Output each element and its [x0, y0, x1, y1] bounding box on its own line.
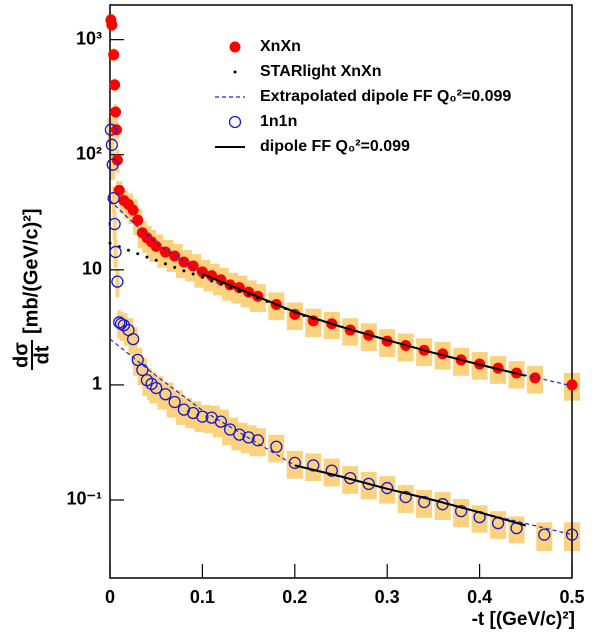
error-band: [115, 269, 120, 298]
data-point: [196, 410, 209, 423]
data-point: [126, 332, 140, 346]
data-point: [325, 464, 338, 477]
data-point: [163, 262, 167, 266]
y-tick-label: 10³: [76, 28, 102, 48]
error-band: [434, 492, 451, 521]
y-tick-label: 1: [92, 374, 102, 394]
x-tick-label: 0.4: [467, 587, 492, 607]
y-label-denominator: dt: [31, 345, 53, 364]
legend-label: XnXn: [260, 38, 301, 55]
x-tick-label: 0.2: [282, 587, 307, 607]
data-point: [228, 286, 232, 290]
data-point: [251, 434, 264, 447]
data-point: [173, 265, 177, 269]
data-point: [362, 477, 375, 491]
data-point: [110, 106, 122, 118]
data-point: [233, 428, 246, 441]
y-tick-label: 10⁻¹: [66, 489, 102, 509]
x-axis-label: -t [(GeV/c)²]: [472, 609, 575, 630]
y-label-unit: [mb/(GeV/c)²]: [20, 208, 42, 334]
data-point: [187, 260, 199, 272]
legend-label: dipole FF Q₀²=0.099: [260, 138, 410, 155]
data-point: [132, 214, 144, 226]
data-point: [529, 372, 541, 384]
error-band: [110, 152, 115, 181]
data-point: [107, 191, 120, 205]
error-band: [323, 458, 340, 487]
error-band: [109, 132, 114, 161]
error-band: [360, 472, 377, 500]
data-point: [127, 204, 139, 216]
error-band: [379, 476, 396, 504]
legend-label: STARlight XnXn: [260, 63, 381, 80]
data-point: [108, 49, 120, 61]
error-band: [111, 186, 116, 214]
data-point: [566, 379, 578, 391]
y-label-numerator: dσ: [10, 342, 32, 368]
legend-label: 1n1n: [260, 113, 297, 130]
data-point: [108, 241, 112, 245]
data-point: [136, 252, 140, 256]
data-point: [159, 246, 171, 258]
data-point: [182, 269, 186, 273]
fit-line: [202, 273, 527, 527]
error-band: [113, 239, 118, 268]
data-point: [237, 289, 241, 293]
x-tick-label: 0.1: [190, 587, 215, 607]
data-point: [104, 123, 118, 136]
x-tick-label: 0.5: [559, 587, 584, 607]
data-point: [131, 353, 144, 367]
data-point: [145, 377, 158, 391]
data-point: [150, 381, 163, 395]
data-point: [105, 138, 118, 151]
data-point: [113, 184, 125, 196]
y-tick-label: 10²: [76, 143, 102, 163]
data-point: [117, 319, 131, 332]
data-point: [214, 415, 228, 428]
x-tick-label: 0.3: [375, 587, 400, 607]
data-point: [109, 79, 121, 91]
error-band: [305, 453, 322, 482]
data-point: [145, 255, 149, 259]
legend-swatch: [228, 115, 242, 129]
data-point: [154, 258, 158, 262]
legend-label: Extrapolated dipole FF Q₀²=0.099: [260, 88, 511, 105]
data-point: [111, 275, 124, 288]
data-point: [565, 528, 579, 541]
data-point: [219, 282, 223, 286]
data-point: [126, 248, 130, 252]
error-band: [112, 211, 117, 241]
data-point: [168, 395, 181, 409]
y-axis-label: dσ dt [mb/(GeV/c)²]: [10, 208, 53, 370]
data-point: [150, 240, 162, 252]
data-point: [399, 490, 412, 504]
legend-swatch: [229, 41, 241, 53]
data-point: [108, 217, 121, 231]
data-point: [270, 440, 283, 453]
data-point: [288, 456, 301, 470]
error-band: [286, 450, 303, 479]
data-point: [159, 388, 172, 401]
data-point: [454, 504, 468, 518]
data-point: [200, 275, 204, 279]
data-point: [109, 245, 122, 259]
data-point: [106, 19, 118, 31]
y-tick-label: 10: [82, 259, 102, 279]
data-point: [418, 495, 431, 509]
error-band: [128, 327, 138, 355]
data-point: [223, 423, 237, 436]
error-band: [268, 434, 285, 463]
data-point: [111, 154, 123, 166]
legend-swatch: [233, 70, 237, 74]
error-band: [107, 117, 115, 146]
data-point: [191, 272, 195, 276]
plot-frame: [109, 4, 573, 579]
x-tick-label: 0: [105, 587, 115, 607]
data-point: [242, 431, 255, 444]
data-point: [538, 528, 551, 541]
data-point: [136, 363, 149, 377]
data-point: [106, 158, 119, 171]
data-point: [210, 279, 214, 283]
